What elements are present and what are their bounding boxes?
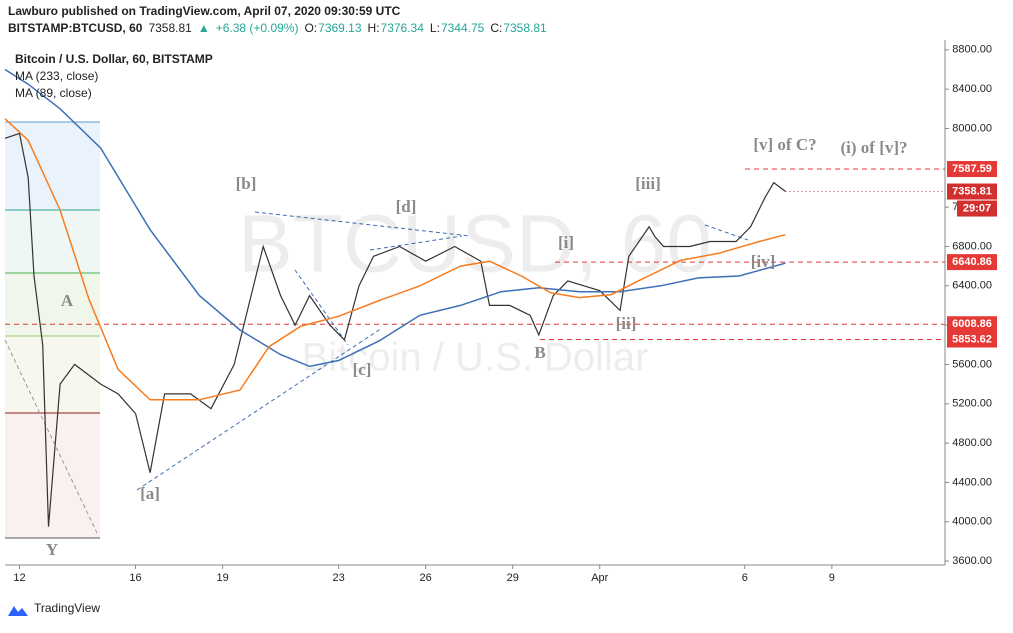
x-tick-label: Apr — [591, 572, 608, 584]
trend-line — [4, 339, 99, 536]
price-label-box — [947, 331, 997, 348]
legend-entry: MA (89, close) — [15, 86, 92, 100]
fib-zone — [5, 122, 100, 210]
fib-zone — [5, 336, 100, 413]
wave-label: (i) of [v]? — [840, 138, 907, 157]
series-line — [4, 132, 786, 527]
wave-label: [a] — [140, 484, 160, 503]
legend-entry: Bitcoin / U.S. Dollar, 60, BITSTAMP — [15, 52, 213, 66]
trend-line — [254, 211, 471, 237]
wave-label: [iii] — [635, 174, 661, 193]
x-tick-label: 12 — [13, 572, 25, 584]
arrow: ▲ — [198, 21, 210, 35]
price-label: 7587.59 — [952, 163, 992, 175]
x-tick-label: 26 — [420, 572, 432, 584]
y-tick-label: 4400.00 — [952, 476, 992, 488]
price-label-box — [947, 254, 997, 271]
x-tick-label: 6 — [742, 572, 748, 584]
wave-label: Y — [46, 540, 58, 559]
last-price-label: 7358.81 — [952, 185, 992, 197]
ohlc-value: 7358.81 — [503, 21, 547, 35]
y-tick-label: 4800.00 — [952, 437, 992, 449]
x-tick-label: 19 — [216, 572, 228, 584]
series-line — [4, 118, 786, 401]
y-tick-label: 3600.00 — [952, 555, 992, 567]
x-tick-label: 9 — [829, 572, 835, 584]
ohlc-label: L: — [430, 21, 440, 35]
y-tick-label: 5600.00 — [952, 358, 992, 370]
y-tick-label: 6800.00 — [952, 240, 992, 252]
wave-label: B — [534, 343, 545, 362]
x-tick-label: 16 — [129, 572, 141, 584]
y-tick-label: 8800.00 — [952, 44, 992, 56]
y-tick-label: 8400.00 — [952, 83, 992, 95]
countdown-label: 29:07 — [963, 202, 991, 214]
y-tick-label: 4000.00 — [952, 516, 992, 528]
last-price-box — [947, 183, 997, 200]
watermark: BTCUSD, 60 — [238, 199, 712, 290]
watermark: Bitcoin / U.S. Dollar — [302, 336, 649, 380]
ohlc-label: C: — [490, 21, 502, 35]
ohlc-value: 7344.75 — [441, 21, 485, 35]
y-tick-label: 5200.00 — [952, 398, 992, 410]
y-tick-label: 6400.00 — [952, 280, 992, 292]
price-label: 6640.86 — [952, 256, 992, 268]
price-label-box — [947, 316, 997, 333]
wave-label: [i] — [558, 233, 574, 252]
series-line — [4, 68, 786, 368]
ohlc-value: 7376.34 — [381, 21, 425, 35]
countdown-box — [957, 200, 997, 217]
logo-icon — [8, 606, 28, 616]
ohlc-value: 7369.13 — [318, 21, 362, 35]
x-tick-label: 23 — [333, 572, 345, 584]
symbol: BITSTAMP:BTCUSD, 60 — [8, 21, 143, 35]
wave-label: [v] of C? — [753, 135, 816, 154]
trend-line — [369, 235, 463, 251]
fib-zone — [5, 210, 100, 273]
legend-entry: MA (233, close) — [15, 69, 98, 83]
price-label: 6008.86 — [952, 318, 992, 330]
fib-zone — [5, 273, 100, 336]
footer-logo: TradingView — [8, 601, 100, 616]
price: 7358.81 — [148, 21, 192, 35]
footer-brand: TradingView — [34, 601, 100, 615]
ohlc-label: O: — [304, 21, 317, 35]
wave-label: [iv] — [751, 252, 776, 271]
y-tick-label: 8000.00 — [952, 122, 992, 134]
ohlc-label: H: — [368, 21, 380, 35]
wave-label: [d] — [396, 197, 417, 216]
published-line: Lawburo published on TradingView.com, Ap… — [8, 4, 401, 18]
trend-line — [294, 269, 349, 346]
x-tick-label: 29 — [507, 572, 519, 584]
wave-label: [ii] — [616, 314, 637, 333]
wave-label: [b] — [236, 174, 257, 193]
wave-label: A — [61, 291, 74, 310]
price-label: 5853.62 — [952, 333, 992, 345]
change: +6.38 (+0.09%) — [216, 21, 299, 35]
price-label-box — [947, 161, 997, 178]
wave-label: [c] — [353, 360, 372, 379]
